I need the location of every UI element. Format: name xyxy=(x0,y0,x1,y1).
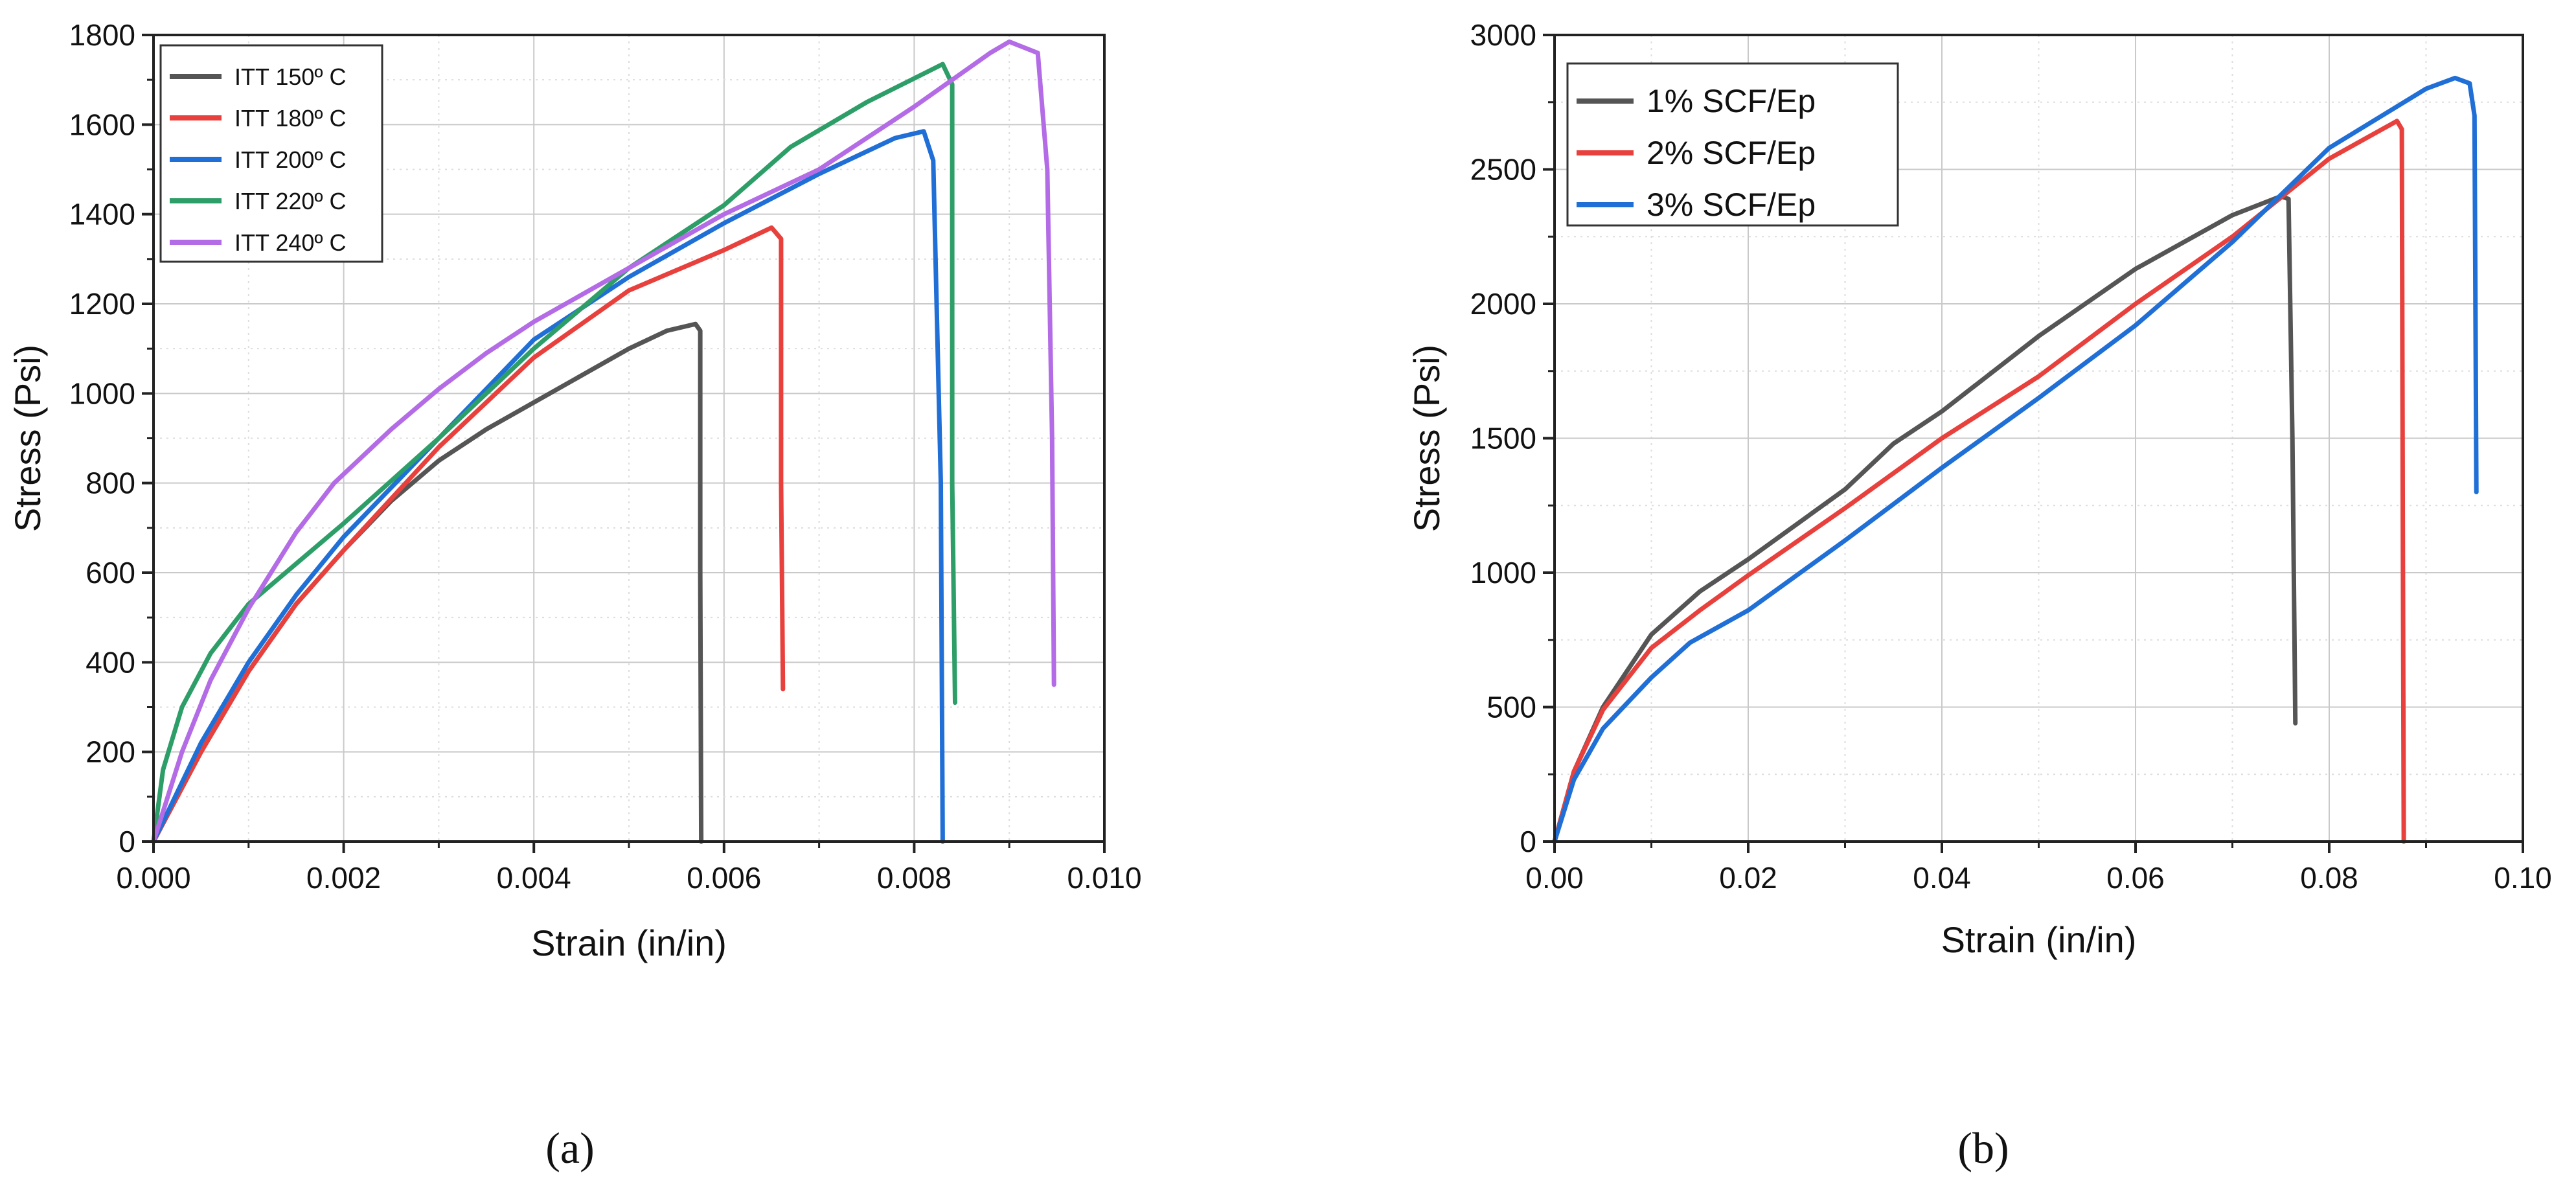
series-line-2 xyxy=(151,225,786,844)
y-tick-label: 1800 xyxy=(69,18,135,52)
panel-label: (a) xyxy=(545,1123,594,1173)
y-tick-label: 2500 xyxy=(1470,153,1536,187)
legend-label-3: 3% SCF/Ep xyxy=(1647,187,1816,223)
legend-label-3: ITT 200º C xyxy=(234,146,347,173)
x-tick-label: 0.10 xyxy=(2494,861,2552,895)
y-tick-label: 400 xyxy=(85,645,135,679)
x-axis-title: Strain (in/in) xyxy=(1941,919,2137,960)
legend: ITT 150º C ITT 180º C ITT 200º C ITT 220º C… xyxy=(159,44,383,263)
x-tick-label: 0.002 xyxy=(306,861,381,895)
y-tick-label: 0 xyxy=(119,825,135,858)
x-tick-label: 0.006 xyxy=(687,861,761,895)
series-line-3 xyxy=(151,129,945,844)
x-tick-label: 0.000 xyxy=(116,861,190,895)
legend-box xyxy=(1566,62,1899,227)
ticks: 0.00 0.02 0.04 0.06 0.08 0.10 0 500 1000 1500 2000… xyxy=(1470,18,2552,895)
y-tick-label: 3000 xyxy=(1470,18,1536,52)
chart-panel-a: 0.000 0.002 0.004 0.006 0.008 0.010 0 200 400 600… xyxy=(7,18,1142,1173)
y-tick-label: 0 xyxy=(1520,825,1536,858)
series-group xyxy=(151,39,1056,844)
y-tick-label: 500 xyxy=(1487,691,1536,724)
y-axis-title: Stress (Psi) xyxy=(7,345,48,532)
legend: 1% SCF/Ep 2% SCF/Ep 3% SCF/Ep xyxy=(1566,62,1899,227)
y-axis-title: Stress (Psi) xyxy=(1406,345,1447,532)
x-tick-label: 0.08 xyxy=(2300,861,2358,895)
y-tick-label: 1500 xyxy=(1470,422,1536,455)
legend-label-5: ITT 240º C xyxy=(234,229,347,256)
legend-label-4: ITT 220º C xyxy=(234,188,347,214)
series-line-1 xyxy=(1552,194,2298,844)
y-tick-label: 1200 xyxy=(69,287,135,321)
panel-label: (b) xyxy=(1957,1123,2009,1173)
y-tick-label: 1400 xyxy=(69,198,135,231)
chart-panel-b: 0.00 0.02 0.04 0.06 0.08 0.10 0 500 1000 1500 2000… xyxy=(1406,18,2552,1173)
legend-box xyxy=(159,44,383,263)
x-tick-label: 0.008 xyxy=(877,861,952,895)
x-tick-label: 0.010 xyxy=(1067,861,1141,895)
y-tick-label: 2000 xyxy=(1470,287,1536,321)
series-line-2 xyxy=(1552,119,2406,844)
y-tick-label: 600 xyxy=(85,556,135,590)
y-tick-label: 800 xyxy=(85,466,135,500)
x-tick-label: 0.02 xyxy=(1719,861,1777,895)
x-tick-label: 0.04 xyxy=(1913,861,1971,895)
legend-label-1: ITT 150º C xyxy=(234,63,347,90)
legend-label-1: 1% SCF/Ep xyxy=(1647,83,1816,119)
y-tick-label: 1600 xyxy=(69,108,135,141)
y-tick-label: 1000 xyxy=(1470,556,1536,590)
legend-label-2: 2% SCF/Ep xyxy=(1647,135,1816,171)
y-tick-label: 200 xyxy=(85,735,135,769)
x-tick-label: 0.06 xyxy=(2106,861,2165,895)
ticks: 0.000 0.002 0.004 0.006 0.008 0.010 0 200 400 600… xyxy=(69,18,1142,895)
x-axis-title: Strain (in/in) xyxy=(531,923,727,963)
y-tick-label: 1000 xyxy=(69,376,135,410)
series-group xyxy=(1552,75,2479,844)
x-tick-label: 0.00 xyxy=(1525,861,1584,895)
x-tick-label: 0.004 xyxy=(497,861,571,895)
series-line-5 xyxy=(151,39,1056,844)
legend-label-2: ITT 180º C xyxy=(234,105,347,132)
series-line-3 xyxy=(1552,75,2479,844)
series-line-4 xyxy=(151,62,957,844)
